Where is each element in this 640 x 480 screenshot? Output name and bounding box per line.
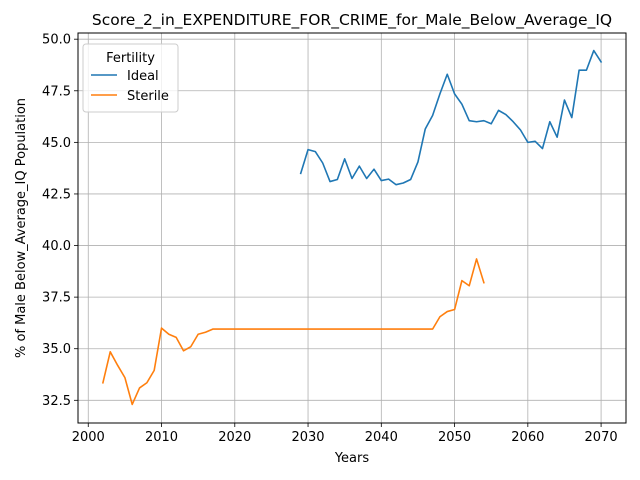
y-tick-label: 42.5	[42, 187, 71, 202]
y-tick-label: 37.5	[42, 291, 71, 306]
axis-ticks: 2000 2010 2020 2030 2040 2050 2060 2070 32.5 35.0…	[42, 33, 618, 445]
series-lines	[101, 49, 603, 406]
series-line-sterile	[101, 258, 485, 406]
legend-title: Fertility	[106, 51, 155, 66]
series-line-ideal	[299, 49, 603, 186]
x-tick-label: 2060	[511, 430, 544, 445]
legend: Fertility Ideal Sterile	[82, 43, 179, 113]
y-tick-label: 45.0	[42, 136, 71, 151]
legend-label-sterile: Sterile	[127, 89, 169, 104]
x-tick-label: 2050	[438, 430, 471, 445]
y-tick-label: 50.0	[42, 33, 71, 48]
x-tick-label: 2000	[72, 430, 105, 445]
x-axis-title: Years	[334, 451, 370, 466]
x-tick-label: 2010	[145, 430, 178, 445]
x-tick-label: 2070	[585, 430, 618, 445]
legend-label-ideal: Ideal	[127, 69, 159, 84]
y-axis-title: % of Male Below_Average_IQ Population	[14, 98, 29, 358]
plot-frame	[77, 32, 627, 424]
y-tick-label: 40.0	[42, 239, 71, 254]
y-tick-label: 32.5	[42, 394, 71, 409]
legend-entries: Ideal Sterile	[91, 69, 169, 104]
chart-title: Score_2_in_EXPENDITURE_FOR_CRIME_for_Mal…	[92, 11, 612, 30]
y-tick-label: 47.5	[42, 84, 71, 99]
y-tick-label: 35.0	[42, 342, 71, 357]
x-tick-label: 2040	[365, 430, 398, 445]
x-tick-label: 2030	[291, 430, 324, 445]
grid-lines	[78, 33, 626, 423]
x-tick-label: 2020	[218, 430, 251, 445]
